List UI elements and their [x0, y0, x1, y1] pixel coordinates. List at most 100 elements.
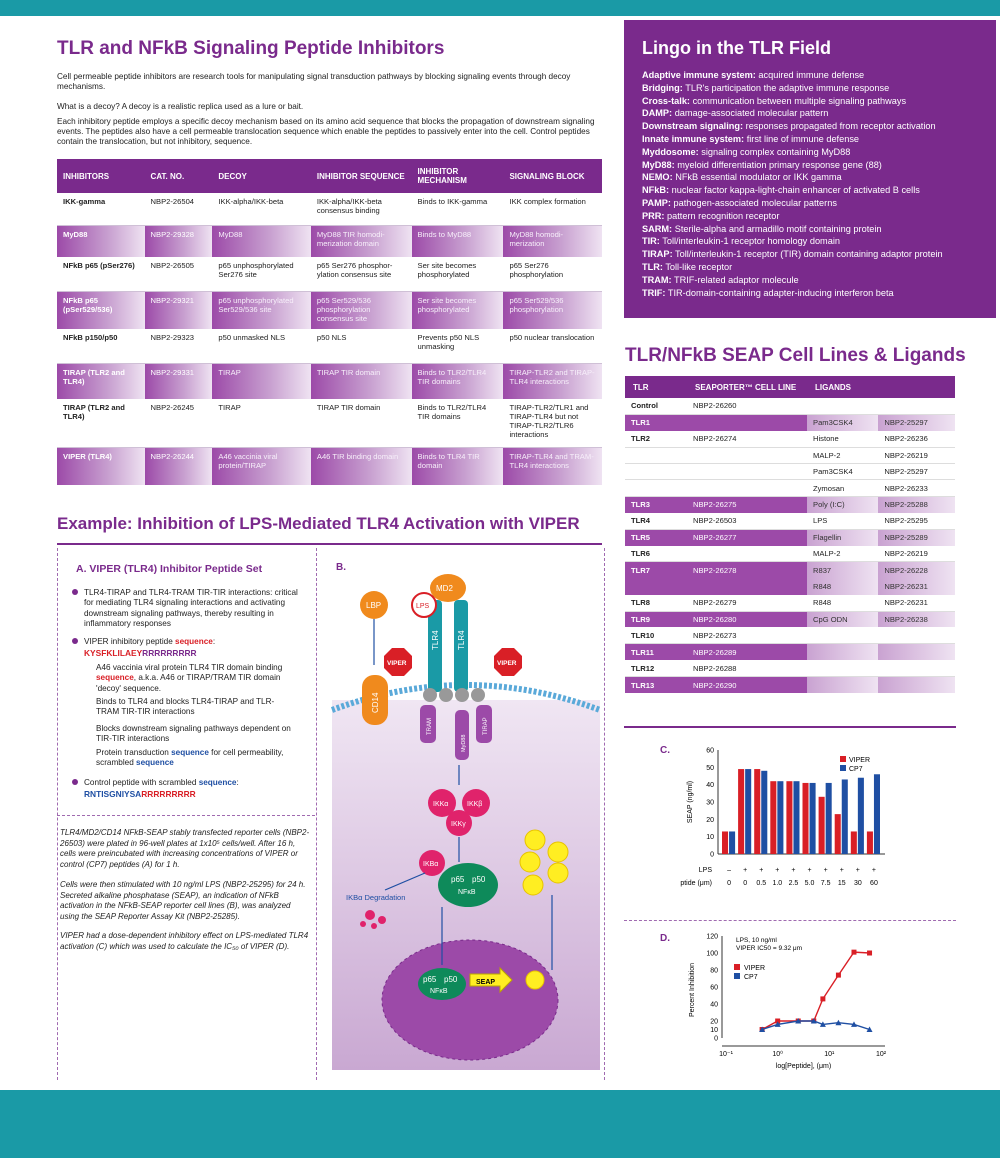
table-cell: MyD88: [212, 225, 311, 257]
seap-row: MALP-2 NBP2-26219: [625, 447, 955, 465]
legend-swatch: [734, 964, 740, 970]
seap-cell: NBP2-26219: [878, 545, 955, 563]
ikkb-shape: [462, 789, 490, 817]
divider-vertical-right: [604, 548, 605, 1080]
table-cell: IKK-alpha/IKK-beta consensus binding: [310, 193, 412, 226]
seap-burst: [522, 874, 544, 896]
table-cell: Binds to TLR2/TLR4 TIR domains: [411, 399, 504, 448]
lingo-panel: Lingo in the TLR Field Adaptive immune s…: [624, 20, 996, 318]
y-tick-label: 0: [714, 1036, 718, 1043]
seap-row: TLR9 NBP2-26280 CpG ODN NBP2-26238: [625, 611, 955, 628]
viper-stop-left: [384, 648, 412, 676]
table-cell: p50 NLS: [310, 329, 412, 364]
viper-sequence: KYSFKLILAEYRRRRRRRRR: [84, 648, 197, 658]
lps-tick-label: +: [840, 867, 844, 874]
seap-cell: [625, 463, 687, 481]
y-tick-label: 10: [706, 834, 714, 841]
lps-tick-label: +: [791, 867, 795, 874]
seap-cell: NBP2-26503: [687, 512, 807, 530]
table-cell: NBP2-29331: [144, 363, 213, 399]
lingo-definition: damage-associated molecular pattern: [674, 108, 829, 119]
seap-header-cell: TLR: [625, 376, 687, 398]
lingo-term: Adaptive immune system:: [642, 70, 756, 80]
seap-cell: [878, 643, 955, 661]
seap-row: TLR3 NBP2-26275 Poly (I:C) NBP2-25288: [625, 496, 955, 513]
seap-cell: [625, 447, 687, 465]
p65-label: p65: [423, 975, 437, 984]
y-tick-label: 80: [710, 968, 718, 975]
viper-label: VIPER: [497, 660, 517, 667]
x-tick-label: 10²: [876, 1051, 887, 1058]
table-cell: NBP2-29323: [144, 329, 213, 364]
intro-paragraph-3: Each inhibitory peptide employs a specif…: [57, 117, 595, 146]
md2-label: MD2: [436, 584, 453, 593]
lingo-item: TRIF: TIR-domain-containing adapter-indu…: [642, 287, 996, 300]
seap-cell: R837: [807, 561, 879, 579]
methods-paragraph-2: Cells were then stimulated with 10 ng/ml…: [60, 880, 306, 921]
table-cell: TIRAP: [212, 363, 311, 399]
table-cell: p65 unphosphorylated Ser276 site: [212, 257, 311, 292]
seap-row: TLR10 NBP2-26273: [625, 627, 955, 645]
myd88-shape: [455, 710, 469, 760]
point-viper: [851, 949, 857, 955]
viper-label: VIPER: [387, 660, 407, 667]
seap-cell: [807, 627, 879, 645]
table-cell: TIRAP TIR domain: [310, 399, 412, 448]
top-bar: [0, 0, 1000, 16]
bar-cp7: [825, 782, 832, 854]
table-row: NFkB p65 (pSer529/536) NBP2-29321 p65 unph…: [57, 291, 602, 329]
seap-cell: TLR4: [625, 512, 687, 530]
tirap-shape: [476, 705, 492, 743]
keyword: sequence: [96, 673, 134, 683]
nfkb-label: NFκB: [430, 988, 448, 995]
seap-row: Pam3CSK4 NBP2-25297: [625, 463, 955, 481]
intro-paragraph-1: Cell permeable peptide inhibitors are re…: [57, 72, 571, 91]
point-cp7: [819, 1021, 826, 1027]
viper-stop-right: [494, 648, 522, 676]
tram-shape: [420, 705, 436, 743]
lingo-term: PAMP:: [642, 197, 671, 208]
table-cell: Binds to MyD88: [411, 225, 504, 257]
control-sequence: RNTISGNIYSARRRRRRRRR: [84, 789, 196, 799]
methods-paragraph-3: VIPER had a dose-dependent inhibitory ef…: [60, 931, 309, 951]
seap-cell: MALP-2: [807, 545, 879, 563]
bar-cp7: [793, 781, 800, 854]
seap-cell: NBP2-25288: [878, 496, 955, 513]
lingo-term: SARM:: [642, 223, 673, 234]
lingo-list: Adaptive immune system: acquired immune …: [624, 59, 996, 299]
lingo-term: MyD88:: [642, 159, 675, 170]
seap-cell: NBP2-26231: [878, 594, 955, 612]
panel-a-title: A. VIPER (TLR4) Inhibitor Peptide Set: [76, 563, 263, 575]
inhibitors-header-cell: INHIBITOR SEQUENCE: [310, 159, 412, 193]
seap-cell: TLR13: [625, 676, 687, 694]
y-tick-label: 0: [710, 852, 714, 859]
lingo-item: TIR: Toll/interleukin-1 receptor homolog…: [642, 235, 996, 248]
lingo-item: TRAM: TRIF-related adaptor molecule: [642, 274, 996, 287]
table-row: TIRAP (TLR2 and TLR4) NBP2-26245 TIRAP TIRA…: [57, 399, 602, 448]
x-tick-label: 10¹: [824, 1051, 835, 1058]
seap-cell: NBP2-26289: [687, 643, 807, 661]
tir-domain: [471, 688, 485, 702]
x-tick-label: 0.5: [756, 880, 766, 887]
table-cell: TIRAP (TLR2 and TLR4): [57, 363, 145, 399]
sub-text: Protein transduction: [96, 748, 172, 757]
lingo-item: TLR: Toll-like receptor: [642, 261, 996, 274]
table-row: VIPER (TLR4) NBP2-26244 A46 vaccinia viral…: [57, 447, 602, 485]
sub-text: for cell permeability, scrambled: [96, 748, 284, 768]
y-tick-label: 120: [706, 934, 718, 941]
tram-label: TRAM: [427, 718, 433, 735]
lingo-item: PRR: pattern recognition receptor: [642, 210, 996, 223]
y-axis-label: SEAP (ng/ml): [687, 781, 694, 823]
bar-cp7: [873, 774, 880, 854]
table-cell: MyD88 homodi-merization: [503, 225, 602, 257]
seap-cell: NBP2-26228: [878, 561, 955, 579]
seap-cell: Pam3CSK4: [807, 463, 879, 481]
table-cell: MyD88: [57, 225, 145, 257]
table-cell: A46 TIR binding domain: [310, 447, 412, 485]
seap-burst: [525, 970, 545, 990]
x-tick-label: 60: [870, 880, 878, 887]
lps-row-label: LPS: [699, 867, 713, 874]
bullet-text: :: [212, 637, 216, 646]
ikkg-shape: [446, 810, 472, 836]
